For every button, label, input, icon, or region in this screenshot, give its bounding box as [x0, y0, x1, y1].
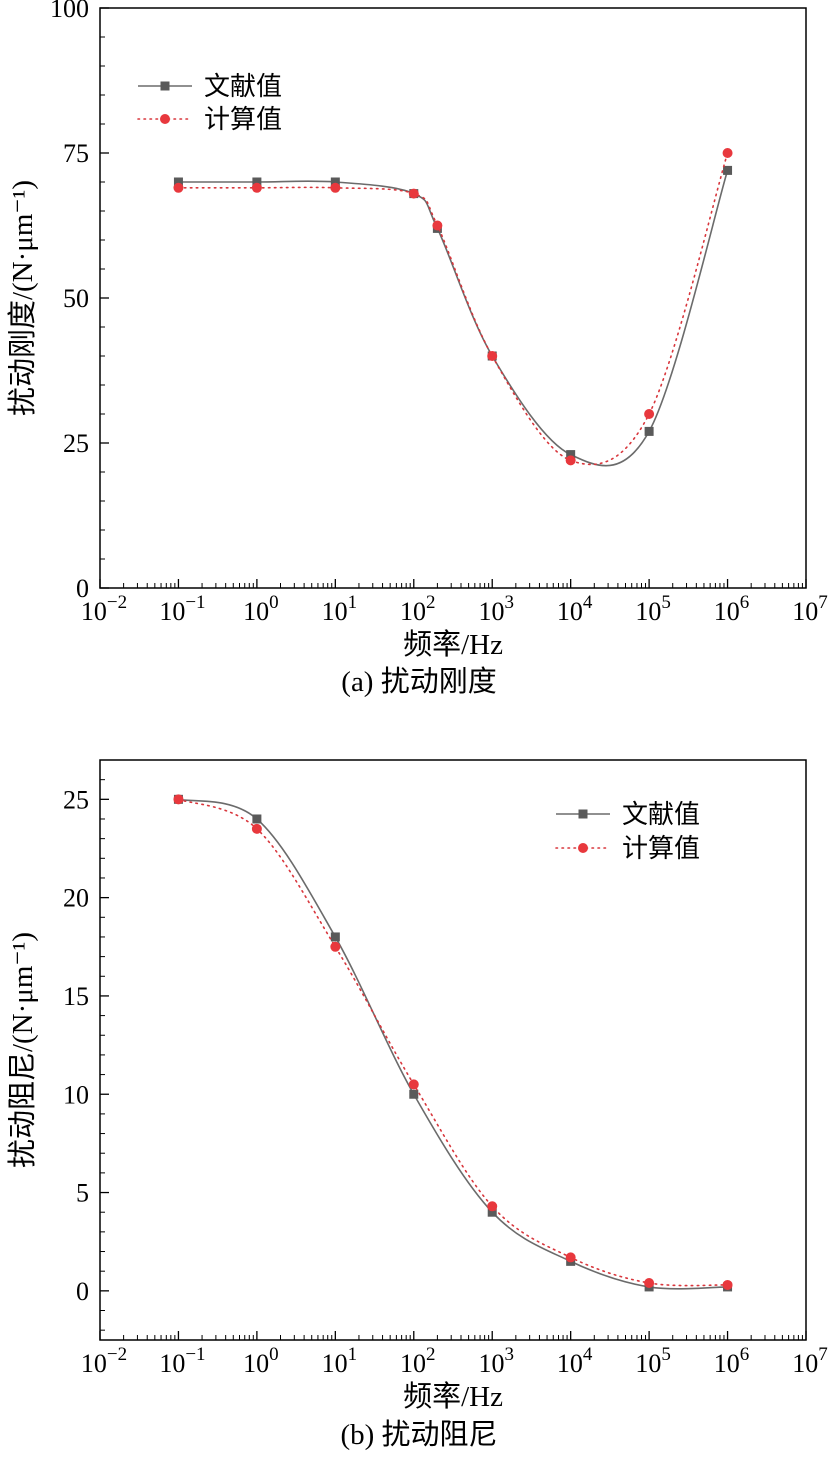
series-line — [178, 798, 728, 1290]
circle-marker — [565, 1252, 576, 1263]
series-circle — [173, 794, 733, 1290]
legend-label: 计算值 — [622, 834, 700, 863]
x-axis-label: 频率/Hz — [403, 628, 503, 660]
circle-marker — [644, 409, 655, 419]
square-marker — [723, 165, 733, 175]
x-tick-label: 106 — [714, 592, 750, 626]
circle-marker — [565, 455, 576, 466]
y-tick-label: 5 — [76, 1179, 89, 1208]
y-tick-label: 25 — [63, 429, 89, 458]
chart-b-caption: (b) 扰动阻尼 — [340, 1419, 498, 1451]
circle-marker — [644, 1277, 655, 1288]
circle-marker — [432, 220, 443, 231]
circle-marker — [173, 182, 184, 193]
square-marker — [487, 1207, 497, 1217]
y-tick-label: 50 — [63, 284, 89, 313]
x-tick-label: 102 — [400, 592, 436, 626]
circle-marker — [330, 182, 341, 193]
legend-label: 文献值 — [204, 72, 282, 101]
x-tick-label: 10−1 — [159, 1344, 205, 1378]
y-tick-label: 75 — [63, 139, 89, 168]
y-tick-label: 25 — [63, 785, 89, 814]
circle-marker — [408, 1079, 419, 1090]
x-tick-label: 102 — [400, 1344, 436, 1378]
square-marker — [330, 932, 340, 942]
x-tick-label: 104 — [557, 592, 593, 626]
circle-marker — [722, 148, 733, 158]
x-tick-label: 105 — [635, 1344, 671, 1378]
circle-marker — [251, 182, 262, 193]
x-tick-label: 107 — [792, 592, 828, 626]
circle-marker — [408, 188, 419, 199]
y-tick-label: 15 — [63, 982, 89, 1011]
chart-b: 10−2 10−1 100 101 102 103 104 105 106 107 0 5 10 15 20… — [0, 708, 838, 1462]
circle-marker — [578, 843, 588, 853]
x-tick-label: 10−2 — [81, 1344, 127, 1378]
series-line — [177, 152, 729, 466]
x-tick-label: 100 — [243, 1344, 279, 1378]
y-tick-label: 0 — [76, 574, 89, 603]
x-tick-label: 103 — [478, 592, 514, 626]
square-marker — [173, 177, 183, 187]
square-marker — [252, 177, 262, 187]
chart-b-plot: 10−2 10−1 100 101 102 103 104 105 106 107 0 5 10 15 20… — [6, 759, 828, 1412]
x-tick-label: 105 — [635, 592, 671, 626]
y-tick-label: 0 — [76, 1277, 89, 1306]
circle-marker — [487, 1201, 498, 1212]
chart-a-plot: 10−2 10−1 100 101 102 103 104 105 106 10702550751… — [6, 0, 828, 660]
x-tick-label: 101 — [322, 592, 358, 626]
series-line — [178, 170, 729, 467]
y-tick-label: 10 — [63, 1080, 89, 1109]
x-tick-label: 104 — [557, 1344, 593, 1378]
square-marker — [409, 1089, 419, 1099]
legend-label: 计算值 — [204, 105, 282, 134]
square-marker — [330, 177, 340, 187]
x-tick-label: 10−1 — [159, 592, 205, 626]
axes: 10−2 10−1 100 101 102 103 104 105 106 107 0 5 10 15 20… — [63, 759, 828, 1378]
x-tick-label: 100 — [243, 592, 279, 626]
plot-frame — [99, 759, 807, 1341]
square-marker — [566, 450, 576, 460]
series-circle — [173, 148, 733, 466]
square-marker — [160, 81, 170, 91]
square-marker — [578, 809, 588, 819]
x-tick-label: 107 — [792, 1344, 828, 1378]
circle-marker — [251, 823, 262, 834]
circle-marker — [160, 114, 170, 124]
circle-marker — [173, 794, 184, 805]
x-tick-label: 106 — [714, 1344, 750, 1378]
legend-label: 文献值 — [622, 800, 700, 829]
y-axis-label: 扰动刚度/(N·μm⁻¹) — [6, 180, 39, 416]
y-axis-label: 扰动阻尼/(N·μm⁻¹) — [6, 932, 39, 1168]
chart-a-caption: (a) 扰动刚度 — [341, 666, 497, 698]
square-marker — [252, 814, 262, 824]
chart-a: 10−2 10−1 100 101 102 103 104 105 106 107 0 25 50 75 1… — [0, 0, 838, 708]
circle-marker — [722, 1279, 733, 1290]
series-line — [177, 798, 729, 1287]
x-axis-label: 频率/Hz — [403, 1380, 503, 1412]
y-tick-label: 20 — [63, 884, 89, 913]
series-square — [173, 794, 733, 1292]
circle-marker — [487, 351, 498, 361]
square-marker — [644, 426, 654, 436]
y-tick-label: 100 — [50, 0, 89, 23]
axes: 10−2 10−1 100 101 102 103 104 105 106 10702550751… — [50, 0, 828, 626]
circle-marker — [330, 941, 341, 952]
series-square — [173, 165, 733, 467]
x-tick-label: 103 — [478, 1344, 514, 1378]
x-tick-label: 101 — [322, 1344, 358, 1378]
